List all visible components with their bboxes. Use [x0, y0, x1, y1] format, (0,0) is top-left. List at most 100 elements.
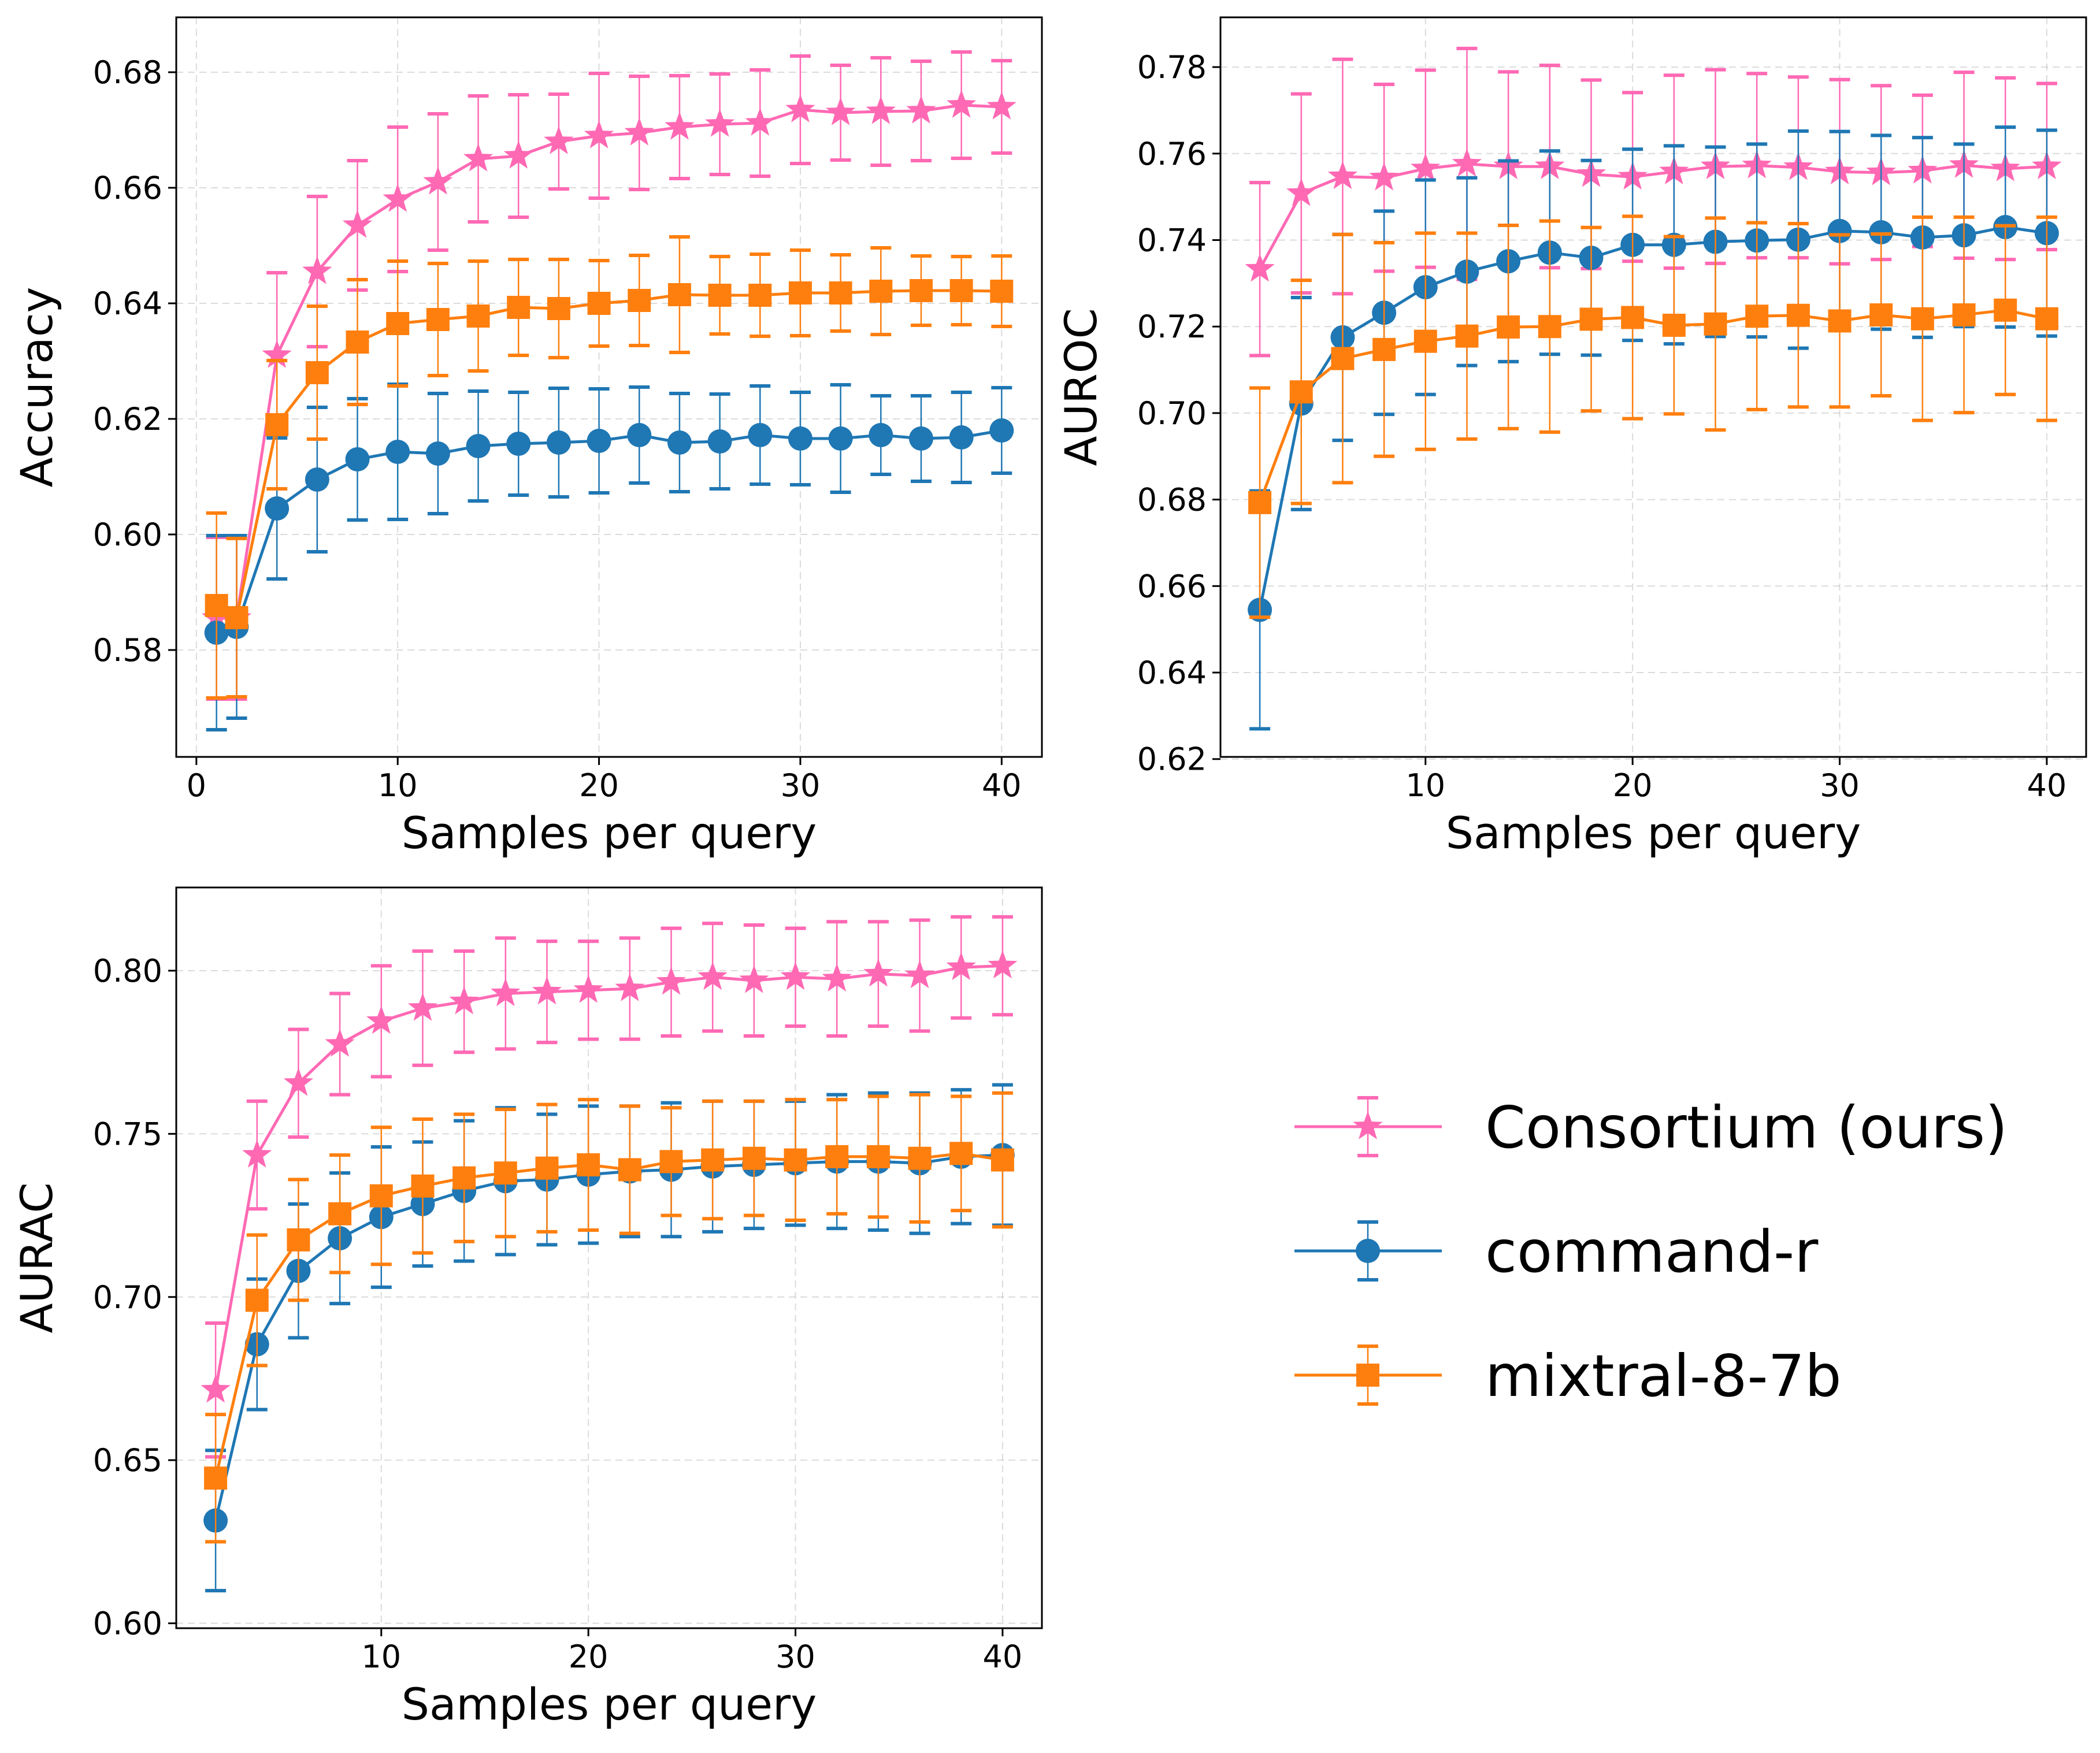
data-point [1245, 253, 1275, 282]
data-point [494, 1161, 517, 1185]
data-point [1289, 380, 1313, 404]
x-tick-label: 20 [1613, 767, 1653, 804]
series-consortium-ours [201, 915, 1018, 1459]
data-point [491, 978, 521, 1007]
data-point [544, 126, 574, 154]
data-point [201, 1374, 231, 1403]
data-point [615, 973, 645, 1001]
data-point [328, 1202, 352, 1225]
legend-label: mixtral-8-7b [1485, 1342, 1842, 1410]
data-point [573, 974, 603, 1003]
data-point [656, 966, 687, 995]
y-tick-label: 0.62 [1137, 741, 1207, 778]
data-point [547, 297, 570, 320]
legend-label: command-r [1485, 1218, 1819, 1286]
plot-frame [175, 16, 1043, 758]
data-point [869, 423, 893, 447]
series-line [216, 103, 1002, 620]
data-point [828, 426, 853, 451]
data-point [584, 120, 614, 148]
data-point [946, 952, 976, 981]
series-command-r [203, 1083, 1015, 1593]
data-point [863, 958, 893, 987]
data-point [989, 418, 1014, 443]
data-point [866, 1145, 890, 1168]
data-point [1828, 309, 1852, 333]
data-point [708, 284, 732, 307]
data-point [2035, 307, 2058, 330]
data-point [1869, 303, 1893, 326]
data-point [780, 961, 811, 990]
data-point [1413, 329, 1437, 353]
data-point [265, 496, 290, 521]
data-point [449, 986, 479, 1015]
data-point [784, 1148, 807, 1172]
y-tick-label: 0.60 [93, 1606, 162, 1642]
data-point [1621, 306, 1645, 329]
data-point [697, 961, 728, 990]
y-tick-label: 0.66 [1137, 568, 1207, 604]
y-tick-label: 0.75 [93, 1116, 162, 1152]
data-point [1369, 162, 1399, 191]
data-point [785, 94, 815, 122]
data-point [618, 1158, 641, 1182]
data-point [788, 281, 812, 304]
data-point [909, 279, 933, 302]
data-point [748, 284, 772, 307]
x-tick-label: 10 [378, 767, 418, 804]
data-point [822, 963, 852, 991]
data-point [947, 90, 977, 118]
data-point [788, 426, 812, 451]
legend-entry-command-r: command-r [1294, 1218, 1819, 1286]
data-point [577, 1153, 600, 1177]
x-tick-label: 40 [983, 1639, 1023, 1675]
data-point [869, 280, 893, 303]
data-point [624, 117, 654, 146]
data-point [659, 1150, 683, 1173]
x-tick-label: 10 [1405, 767, 1445, 804]
data-point [452, 1166, 476, 1190]
data-point [707, 429, 732, 454]
data-point [342, 210, 373, 238]
data-point [385, 440, 410, 464]
data-point [1372, 337, 1396, 361]
series-consortium-ours [1245, 46, 2062, 358]
data-point [466, 304, 490, 328]
data-point [627, 423, 652, 447]
y-tick-label: 0.64 [93, 285, 162, 322]
data-point [825, 1145, 849, 1168]
data-point [383, 184, 413, 212]
data-point [411, 1174, 435, 1198]
data-point [302, 256, 332, 284]
x-tick-label: 30 [781, 767, 821, 804]
data-point [739, 965, 769, 993]
y-tick-label: 0.68 [1137, 482, 1207, 518]
data-point [1827, 218, 1852, 243]
data-point [1745, 304, 1769, 328]
data-point [1327, 161, 1358, 190]
series-mixtral-8-7b [204, 1091, 1014, 1544]
data-point [949, 1142, 973, 1165]
series-mixtral-8-7b [205, 235, 1014, 700]
data-point [665, 112, 695, 140]
data-point [1455, 324, 1479, 348]
data-point [506, 432, 531, 456]
series-command-r [1248, 125, 2059, 731]
x-tick-label: 40 [2027, 767, 2067, 804]
legend-marker [1353, 1111, 1383, 1139]
data-point [245, 1288, 269, 1312]
legend-entry-mixtral-8-7b: mixtral-8-7b [1294, 1342, 1842, 1410]
aurac-panel: 10 20 30 40 0.60 0.65 0.70 0.75 0.80 Samples per … [11, 886, 1043, 1730]
data-point [908, 1146, 932, 1170]
data-point [1662, 313, 1686, 337]
data-point [667, 283, 691, 306]
data-point [242, 1139, 272, 1168]
y-tick-label: 0.76 [1137, 136, 1207, 172]
data-point [369, 1184, 393, 1208]
legend-label: Consortium (ours) [1485, 1094, 2008, 1161]
data-point [305, 467, 329, 492]
y-tick-label: 0.68 [93, 54, 162, 91]
data-point [287, 1228, 310, 1251]
data-point [426, 308, 450, 331]
data-point [990, 280, 1014, 303]
